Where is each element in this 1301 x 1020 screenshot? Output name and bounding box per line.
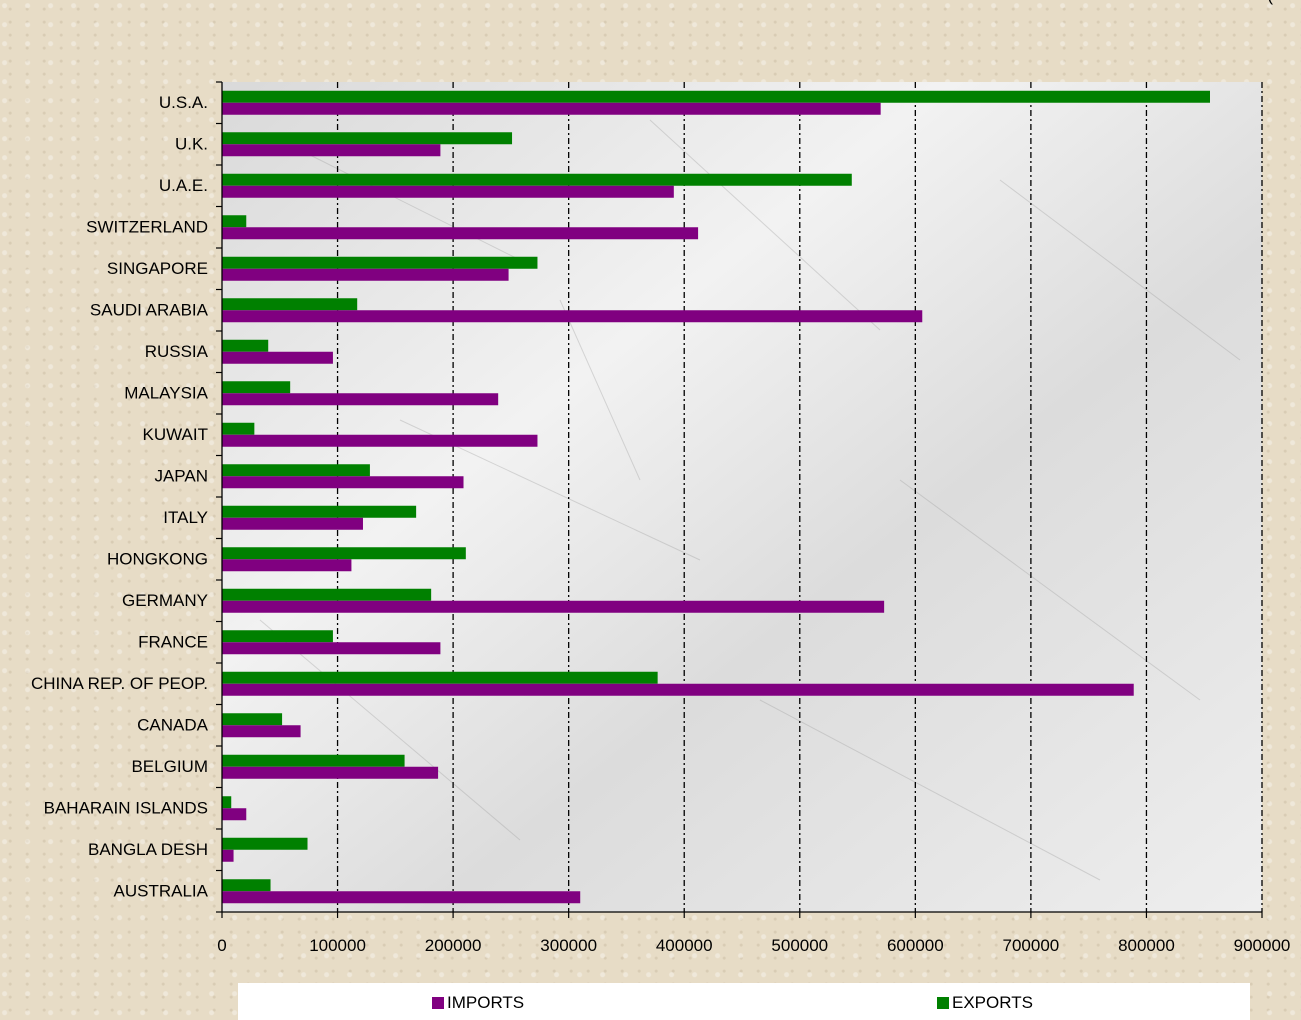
bar-exports-2 bbox=[222, 173, 852, 186]
y-label-17: BAHARAIN ISLANDS bbox=[44, 798, 208, 817]
x-label-600000: 600000 bbox=[887, 936, 944, 955]
x-label-200000: 200000 bbox=[425, 936, 482, 955]
bar-imports-8 bbox=[222, 434, 538, 447]
bar-imports-5 bbox=[222, 310, 923, 323]
x-label-0: 0 bbox=[217, 936, 226, 955]
y-label-1: U.K. bbox=[175, 134, 208, 153]
bar-imports-17 bbox=[222, 808, 247, 821]
x-label-500000: 500000 bbox=[771, 936, 828, 955]
marble-vein-5 bbox=[759, 699, 1101, 881]
y-label-3: SWITZERLAND bbox=[86, 217, 208, 236]
bar-exports-14 bbox=[222, 671, 658, 684]
y-label-18: BANGLA DESH bbox=[88, 840, 208, 859]
x-label-300000: 300000 bbox=[540, 936, 597, 955]
bar-exports-17 bbox=[222, 796, 232, 809]
y-label-9: JAPAN bbox=[154, 466, 208, 485]
y-label-19: AUSTRALIA bbox=[114, 881, 209, 900]
bar-exports-5 bbox=[222, 298, 358, 311]
bar-imports-0 bbox=[222, 102, 881, 115]
bar-imports-9 bbox=[222, 476, 464, 489]
bar-imports-7 bbox=[222, 393, 499, 406]
bar-exports-15 bbox=[222, 713, 283, 726]
marble-vein-6 bbox=[999, 179, 1241, 361]
legend-swatch-exports bbox=[937, 997, 949, 1009]
bar-exports-8 bbox=[222, 422, 255, 435]
bar-exports-0 bbox=[222, 90, 1210, 103]
bar-imports-18 bbox=[222, 849, 234, 862]
bar-imports-12 bbox=[222, 600, 885, 613]
y-label-13: FRANCE bbox=[138, 632, 208, 651]
bar-imports-14 bbox=[222, 683, 1134, 696]
bar-exports-13 bbox=[222, 630, 333, 643]
marble-vein-4 bbox=[259, 619, 521, 841]
bar-imports-10 bbox=[222, 517, 363, 530]
marble-vein-0 bbox=[299, 149, 521, 261]
bar-imports-19 bbox=[222, 891, 581, 904]
y-label-5: SAUDI ARABIA bbox=[90, 300, 209, 319]
bar-exports-12 bbox=[222, 588, 432, 601]
bar-imports-15 bbox=[222, 725, 301, 738]
marble-vein-7 bbox=[559, 299, 641, 481]
y-label-2: U.A.E. bbox=[159, 176, 208, 195]
bar-exports-1 bbox=[222, 132, 513, 145]
y-label-7: MALAYSIA bbox=[124, 383, 208, 402]
y-label-15: CANADA bbox=[137, 715, 209, 734]
legend-item-exports: EXPORTS bbox=[937, 993, 1033, 1013]
y-label-14: CHINA REP. OF PEOP. bbox=[31, 674, 208, 693]
bar-imports-2 bbox=[222, 185, 674, 198]
bar-imports-11 bbox=[222, 559, 352, 572]
y-label-8: KUWAIT bbox=[143, 425, 208, 444]
bar-exports-19 bbox=[222, 879, 271, 892]
bar-exports-11 bbox=[222, 547, 466, 560]
y-label-10: ITALY bbox=[163, 508, 208, 527]
bar-exports-10 bbox=[222, 505, 417, 518]
bar-imports-6 bbox=[222, 351, 333, 364]
bar-exports-18 bbox=[222, 837, 308, 850]
y-label-11: HONGKONG bbox=[107, 549, 208, 568]
legend-swatch-imports bbox=[432, 997, 444, 1009]
x-label-100000: 100000 bbox=[309, 936, 366, 955]
x-label-800000: 800000 bbox=[1118, 936, 1175, 955]
bar-exports-4 bbox=[222, 256, 538, 269]
marble-vein-1 bbox=[649, 119, 881, 331]
y-label-0: U.S.A. bbox=[159, 93, 208, 112]
marble-vein-3 bbox=[899, 479, 1201, 701]
x-label-400000: 400000 bbox=[656, 936, 713, 955]
bar-exports-6 bbox=[222, 339, 269, 352]
bar-exports-7 bbox=[222, 381, 291, 394]
bar-exports-9 bbox=[222, 464, 370, 477]
legend: IMPORTS EXPORTS bbox=[238, 983, 1250, 1020]
x-label-700000: 700000 bbox=[1003, 936, 1060, 955]
legend-item-imports: IMPORTS bbox=[432, 993, 524, 1013]
header-fragment: ( bbox=[1267, 0, 1273, 6]
bar-imports-3 bbox=[222, 227, 699, 240]
bar-imports-4 bbox=[222, 268, 509, 281]
bar-imports-13 bbox=[222, 642, 441, 655]
bar-imports-16 bbox=[222, 766, 439, 779]
y-label-12: GERMANY bbox=[122, 591, 208, 610]
x-label-900000: 900000 bbox=[1234, 936, 1291, 955]
plot-area bbox=[222, 82, 1262, 912]
y-label-4: SINGAPORE bbox=[107, 259, 208, 278]
legend-label-imports: IMPORTS bbox=[447, 993, 525, 1012]
y-label-6: RUSSIA bbox=[145, 342, 209, 361]
bar-exports-16 bbox=[222, 754, 405, 767]
legend-label-exports: EXPORTS bbox=[952, 993, 1033, 1012]
bar-exports-3 bbox=[222, 215, 247, 228]
y-label-16: BELGIUM bbox=[131, 757, 208, 776]
bar-imports-1 bbox=[222, 144, 441, 157]
